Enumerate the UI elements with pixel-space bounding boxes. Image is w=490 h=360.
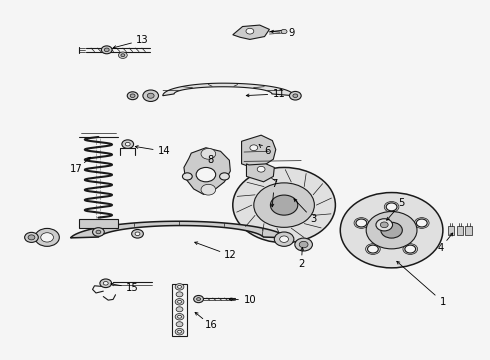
Circle shape	[274, 232, 294, 246]
Circle shape	[100, 279, 112, 288]
Text: 10: 10	[244, 295, 256, 305]
Text: 12: 12	[224, 250, 237, 260]
Circle shape	[366, 212, 417, 249]
Circle shape	[121, 54, 125, 57]
Circle shape	[177, 330, 181, 333]
Circle shape	[24, 232, 38, 242]
Circle shape	[280, 236, 289, 242]
Circle shape	[93, 228, 104, 236]
Polygon shape	[246, 164, 274, 182]
Circle shape	[177, 315, 181, 318]
Circle shape	[175, 298, 184, 305]
Circle shape	[101, 46, 112, 54]
Circle shape	[295, 238, 313, 251]
FancyBboxPatch shape	[457, 226, 463, 235]
Circle shape	[293, 94, 298, 98]
Circle shape	[176, 322, 183, 327]
Text: 9: 9	[288, 28, 294, 38]
Circle shape	[176, 307, 183, 312]
Circle shape	[356, 219, 367, 227]
Circle shape	[270, 195, 298, 215]
Circle shape	[220, 173, 229, 180]
Circle shape	[381, 222, 402, 238]
Circle shape	[299, 241, 308, 248]
Text: 7: 7	[271, 179, 277, 189]
Circle shape	[257, 166, 265, 172]
Circle shape	[135, 232, 140, 235]
Circle shape	[125, 142, 130, 146]
Polygon shape	[163, 83, 294, 96]
Circle shape	[366, 244, 380, 255]
Circle shape	[340, 193, 443, 268]
Circle shape	[196, 167, 216, 182]
Circle shape	[119, 52, 127, 58]
Circle shape	[177, 285, 181, 288]
Circle shape	[132, 229, 144, 238]
Circle shape	[147, 93, 154, 98]
Circle shape	[103, 282, 108, 285]
Text: 2: 2	[298, 259, 304, 269]
Text: 17: 17	[70, 164, 83, 174]
FancyBboxPatch shape	[172, 284, 187, 336]
Polygon shape	[242, 135, 276, 166]
Circle shape	[416, 219, 427, 227]
Circle shape	[143, 90, 159, 102]
Polygon shape	[184, 148, 230, 194]
Text: 14: 14	[158, 146, 171, 156]
Circle shape	[380, 222, 388, 228]
Circle shape	[246, 28, 254, 34]
Circle shape	[175, 314, 184, 320]
Circle shape	[130, 94, 135, 98]
Circle shape	[201, 184, 216, 195]
Circle shape	[176, 292, 183, 297]
Circle shape	[96, 230, 101, 234]
Circle shape	[194, 296, 203, 303]
Circle shape	[104, 48, 109, 51]
Circle shape	[233, 167, 335, 243]
Circle shape	[41, 233, 53, 242]
Circle shape	[35, 228, 59, 246]
Circle shape	[122, 140, 134, 148]
Polygon shape	[233, 25, 270, 40]
Circle shape	[415, 218, 429, 228]
Circle shape	[376, 219, 392, 231]
Circle shape	[405, 245, 416, 253]
Text: 5: 5	[398, 198, 405, 208]
Text: 16: 16	[204, 320, 217, 330]
Circle shape	[354, 218, 368, 228]
Circle shape	[127, 92, 138, 100]
Text: 1: 1	[440, 297, 446, 307]
FancyBboxPatch shape	[448, 226, 454, 235]
FancyBboxPatch shape	[466, 226, 472, 235]
Circle shape	[28, 235, 35, 240]
Text: 11: 11	[273, 89, 286, 99]
Circle shape	[201, 148, 216, 159]
Polygon shape	[71, 221, 288, 238]
Circle shape	[177, 300, 181, 303]
FancyBboxPatch shape	[79, 219, 118, 228]
Circle shape	[386, 203, 397, 211]
Circle shape	[250, 145, 258, 150]
Circle shape	[175, 284, 184, 290]
Circle shape	[290, 91, 301, 100]
Text: 8: 8	[208, 155, 214, 165]
Text: 4: 4	[437, 243, 443, 253]
Circle shape	[281, 30, 287, 34]
Text: 6: 6	[264, 146, 270, 156]
Circle shape	[196, 298, 200, 301]
Circle shape	[175, 328, 184, 335]
Circle shape	[384, 202, 399, 212]
Circle shape	[254, 183, 315, 227]
Circle shape	[403, 244, 417, 255]
Text: 3: 3	[310, 215, 317, 224]
Text: 13: 13	[136, 35, 148, 45]
Circle shape	[368, 245, 378, 253]
Text: 15: 15	[126, 283, 139, 293]
Circle shape	[182, 173, 192, 180]
